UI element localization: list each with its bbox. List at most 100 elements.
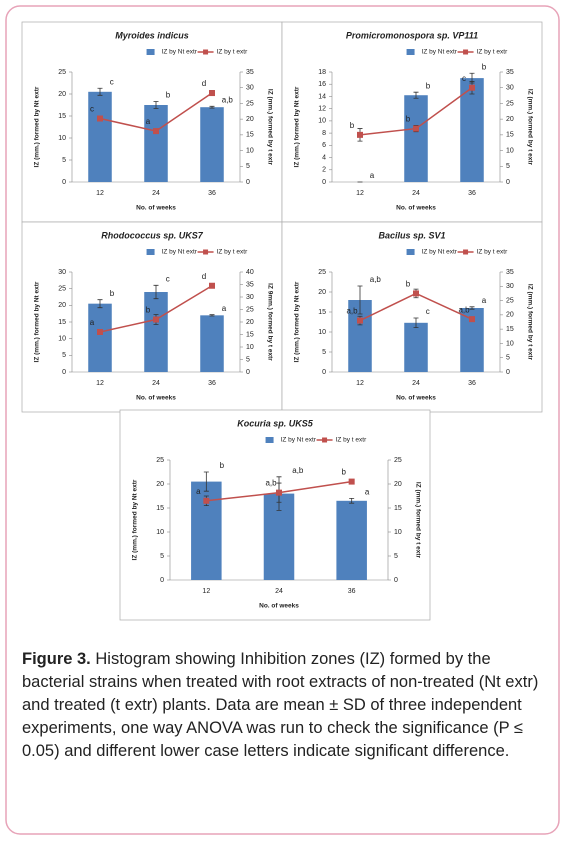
y2-tick-label: 15 [246, 331, 254, 338]
y2-tick-label: 5 [506, 163, 510, 170]
bar [200, 315, 224, 372]
y-tick-label: 20 [58, 91, 66, 98]
y2-tick-label: 25 [246, 306, 254, 313]
y2-tick-label: 35 [246, 281, 254, 288]
legend-label: IZ by t extr [217, 249, 249, 256]
y2-axis-label: IZ (mm.) formed by t extr [526, 89, 533, 166]
sig-letter: b [110, 289, 115, 298]
x-tick-label: 12 [356, 190, 364, 197]
line-marker [413, 125, 419, 132]
y-axis-label: IZ (mm.) formed by Nt extr [132, 479, 139, 560]
y-axis-label: IZ (mm.) formed by Nt extr [34, 281, 41, 362]
legend-label: IZ by t extr [477, 249, 509, 256]
x-tick-label: 12 [202, 588, 210, 595]
error-bar [357, 285, 363, 315]
x-tick-label: 36 [208, 190, 216, 197]
x-tick-label: 24 [412, 380, 420, 387]
line-marker [209, 282, 215, 289]
y2-tick-label: 0 [394, 577, 398, 584]
x-tick-label: 24 [275, 588, 283, 595]
y-tick-label: 10 [318, 329, 326, 336]
y2-tick-label: 10 [246, 344, 254, 351]
x-tick-label: 12 [96, 190, 104, 197]
legend-swatch [406, 49, 415, 55]
legend-label: IZ by t extr [477, 49, 509, 56]
bar [200, 107, 224, 182]
legend-label: IZ by Nt extr [162, 49, 198, 56]
y-tick-label: 5 [322, 349, 326, 356]
chart-title: Myroides indicus [115, 30, 189, 40]
y2-tick-label: 10 [246, 147, 254, 154]
sig-letter: b [341, 468, 346, 477]
sig-letter: a,b [265, 479, 277, 488]
y-tick-label: 10 [58, 336, 66, 343]
error-bar [153, 101, 159, 109]
error-bar [413, 317, 419, 328]
legend-label: IZ by t extr [336, 437, 368, 444]
error-bar [97, 87, 103, 96]
y2-tick-label: 35 [506, 69, 514, 76]
y-tick-label: 15 [156, 505, 164, 512]
y2-tick-label: 10 [394, 529, 402, 536]
line-marker [209, 90, 215, 97]
y-tick-label: 16 [318, 81, 326, 88]
sig-letter: c [90, 105, 94, 114]
y2-tick-label: 15 [506, 132, 514, 139]
line-marker [348, 478, 355, 485]
y2-tick-label: 10 [506, 147, 514, 154]
caption-text: Histogram showing Inhibition zones (IZ) … [22, 650, 539, 760]
x-tick-label: 12 [96, 380, 104, 387]
caption-label: Figure 3. [22, 650, 91, 668]
line-marker [413, 290, 419, 297]
line-marker [153, 128, 159, 135]
y2-axis-label: IZ 9mm.) formed by t extr [266, 283, 273, 361]
line-marker [469, 316, 475, 323]
x-axis-label: No. of weeks [396, 205, 436, 212]
legend-swatch [406, 249, 415, 255]
line-marker [469, 84, 475, 91]
x-tick-label: 36 [208, 380, 216, 387]
y-tick-label: 20 [318, 289, 326, 296]
legend-swatch [146, 249, 155, 255]
y2-tick-label: 5 [246, 163, 250, 170]
sig-letter: a,b [370, 275, 382, 284]
x-tick-label: 36 [468, 190, 476, 197]
y2-tick-label: 15 [246, 132, 254, 139]
y2-tick-label: 40 [246, 269, 254, 276]
legend-marker [322, 437, 328, 443]
y-tick-label: 20 [58, 302, 66, 309]
sig-letter: a [90, 318, 95, 327]
y-tick-label: 0 [322, 179, 326, 186]
sig-letter: a [146, 117, 151, 126]
bar [88, 91, 112, 182]
legend-marker [463, 49, 469, 55]
y-tick-label: 4 [322, 154, 326, 161]
y-tick-label: 25 [318, 269, 326, 276]
y2-tick-label: 0 [506, 179, 510, 186]
legend-swatch [265, 437, 274, 443]
y-tick-label: 0 [160, 577, 164, 584]
y2-tick-label: 30 [506, 283, 514, 290]
line-marker [97, 329, 103, 335]
sig-letter: a [196, 487, 201, 496]
y2-tick-label: 20 [506, 116, 514, 123]
y-tick-label: 8 [322, 130, 326, 137]
sig-letter: c [462, 74, 466, 83]
sig-letter: b [426, 81, 431, 90]
bar [144, 292, 168, 372]
error-bar [97, 299, 103, 309]
error-bar [209, 314, 215, 317]
legend-label: IZ by Nt extr [162, 249, 198, 256]
line-marker [357, 131, 363, 138]
sig-letter: a,b [292, 466, 304, 475]
y2-tick-label: 35 [506, 269, 514, 276]
legend-swatch [146, 49, 155, 55]
line-marker [97, 115, 103, 122]
y-tick-label: 15 [58, 319, 66, 326]
error-bar [469, 306, 475, 310]
y2-tick-label: 25 [394, 457, 402, 464]
bar [460, 308, 484, 372]
sig-letter: a,b [222, 95, 234, 104]
y2-tick-label: 20 [246, 319, 254, 326]
x-axis-label: No. of weeks [259, 603, 299, 610]
